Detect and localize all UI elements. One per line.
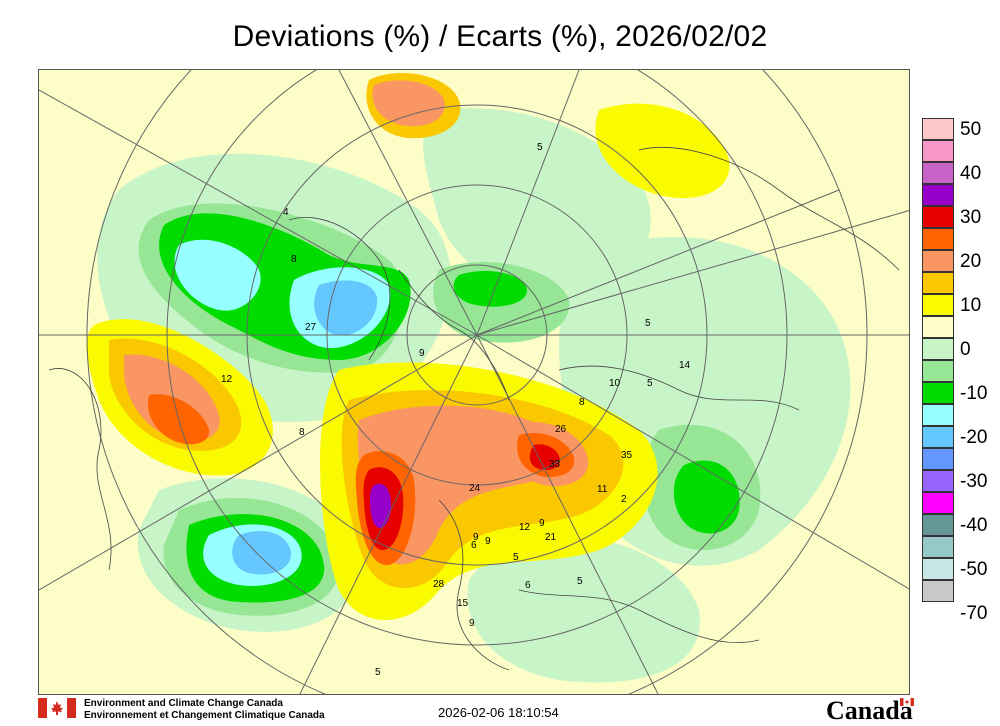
legend-label: -20 <box>960 427 988 448</box>
anomaly-contours <box>86 72 851 683</box>
legend-label: -10 <box>960 383 988 404</box>
legend-swatch <box>922 272 954 294</box>
legend-swatch <box>922 536 954 558</box>
station-value: 24 <box>469 483 481 494</box>
legend-label: -70 <box>960 603 988 624</box>
legend-swatch <box>922 250 954 272</box>
station-value: 15 <box>457 598 469 609</box>
station-value: 2 <box>621 494 627 505</box>
station-value: 9 <box>539 518 545 529</box>
legend-label: -30 <box>960 471 988 492</box>
station-value: 10 <box>609 378 621 389</box>
legend-swatch <box>922 558 954 580</box>
legend-swatch <box>922 338 954 360</box>
agency-name-en: Environment and Climate Change Canada <box>84 698 283 709</box>
legend-label: 10 <box>960 295 982 316</box>
station-value: 26 <box>555 424 567 435</box>
page-title: Deviations (%) / Ecarts (%), 2026/02/02 <box>232 20 768 53</box>
timestamp: 2026-02-06 18:10:54 <box>438 705 559 720</box>
station-value: 35 <box>621 450 633 461</box>
legend-swatch <box>922 382 954 404</box>
station-value: 5 <box>647 378 653 389</box>
legend-swatch <box>922 184 954 206</box>
station-value: 14 <box>679 360 691 371</box>
station-value: 27 <box>305 322 317 333</box>
legend-swatch <box>922 448 954 470</box>
agency-name: Environment and Climate Change Canada En… <box>84 698 325 722</box>
station-value: 6 <box>525 580 531 591</box>
canada-wordmark: Canada <box>826 696 914 726</box>
legend-label: 40 <box>960 163 982 184</box>
station-value: 8 <box>291 254 297 265</box>
station-value: 5 <box>577 576 583 587</box>
station-value: 11 <box>597 484 608 495</box>
legend-swatch <box>922 206 954 228</box>
station-value: 8 <box>579 397 585 408</box>
station-values: 4 5 8 27 12 8 5 14 5 10 8 26 35 33 11 2 … <box>221 142 691 678</box>
station-value: 9 <box>469 618 475 629</box>
wordmark-flag-icon <box>900 698 914 706</box>
station-value: 9 <box>485 536 491 547</box>
station-value: 28 <box>433 579 445 590</box>
wordmark-text: Canada <box>826 696 913 725</box>
legend-label: -40 <box>960 515 988 536</box>
legend-label: 30 <box>960 207 982 228</box>
legend-label: 0 <box>960 339 971 360</box>
map-canvas: 4 5 8 27 12 8 5 14 5 10 8 26 35 33 11 2 … <box>39 70 909 694</box>
legend-swatch <box>922 228 954 250</box>
anomaly-map: 4 5 8 27 12 8 5 14 5 10 8 26 35 33 11 2 … <box>38 69 910 695</box>
station-value: 6 <box>471 540 477 551</box>
legend-swatch <box>922 294 954 316</box>
station-value: 4 <box>283 207 289 218</box>
station-value: 12 <box>519 522 531 533</box>
station-value: 9 <box>473 532 479 543</box>
legend-label: -50 <box>960 559 988 580</box>
legend-swatch <box>922 360 954 382</box>
station-value: 21 <box>545 532 557 543</box>
coastlines <box>48 147 900 671</box>
station-value: 33 <box>549 459 561 470</box>
legend-label: 20 <box>960 251 982 272</box>
agency-name-fr: Environnement et Changement Climatique C… <box>84 710 325 721</box>
station-value: 8 <box>299 427 305 438</box>
legend-swatch <box>922 514 954 536</box>
graticule <box>39 70 909 694</box>
legend-swatch <box>922 316 954 338</box>
legend-swatch <box>922 140 954 162</box>
legend-swatch <box>922 492 954 514</box>
station-value: 12 <box>221 374 233 385</box>
legend-swatch <box>922 580 954 602</box>
canada-flag-icon <box>38 698 76 718</box>
legend-label: 50 <box>960 119 982 140</box>
station-value: 9 <box>419 348 425 359</box>
station-value: 5 <box>645 318 651 329</box>
legend-swatch <box>922 162 954 184</box>
station-value: 5 <box>537 142 543 153</box>
legend-swatch <box>922 426 954 448</box>
legend-swatch <box>922 118 954 140</box>
station-value: 5 <box>513 552 519 563</box>
station-value: 5 <box>375 667 381 678</box>
legend-swatch <box>922 404 954 426</box>
legend-swatch <box>922 470 954 492</box>
